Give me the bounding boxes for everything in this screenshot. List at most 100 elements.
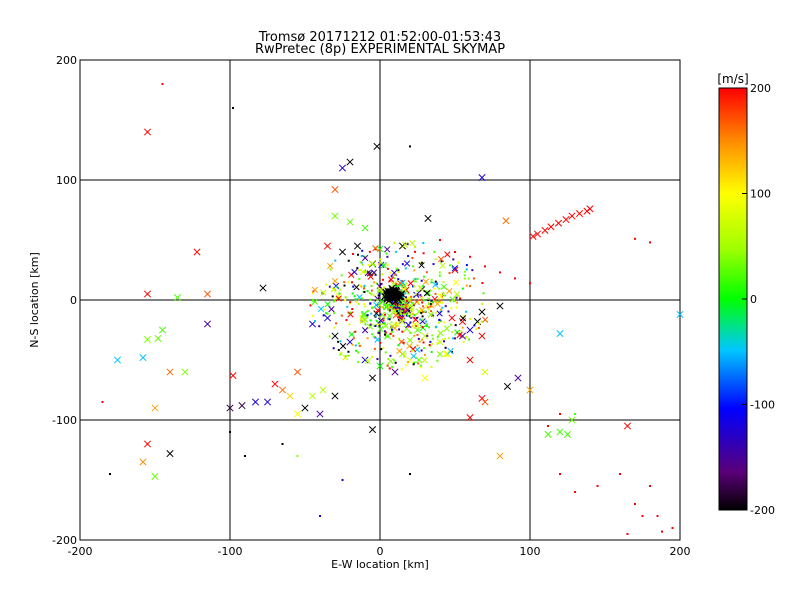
data-point-dot (468, 338, 471, 341)
data-point-dot (407, 292, 410, 295)
data-point-dot (401, 305, 404, 308)
data-point-dot (312, 314, 315, 317)
data-point-cross (556, 330, 564, 338)
data-point-dot (431, 334, 434, 337)
data-point-cross (181, 368, 189, 376)
data-point-cross (562, 216, 570, 224)
data-point-cross (478, 174, 486, 182)
data-point-dot (334, 289, 337, 292)
data-point-dot (385, 335, 388, 338)
data-point-dot (383, 286, 386, 289)
data-point-dot (383, 330, 386, 333)
data-point-dot (412, 278, 415, 281)
data-point-cross (271, 380, 279, 388)
data-point-cross (346, 218, 354, 226)
data-point-dot (394, 312, 397, 315)
data-point-dot (440, 320, 443, 323)
data-point-cross (226, 404, 234, 412)
data-point-cross (293, 368, 302, 376)
data-point-dot (369, 302, 372, 305)
data-point-dot (429, 305, 432, 308)
data-point-dot (424, 310, 427, 313)
data-point-dot (368, 292, 371, 295)
data-point-dot (401, 263, 404, 266)
data-point-dot (319, 515, 321, 517)
data-point-cross (403, 260, 411, 267)
data-point-cross (316, 410, 324, 418)
data-point-dot (389, 304, 392, 307)
data-point-dot (357, 361, 360, 364)
data-point-dot (393, 302, 396, 305)
data-point-dot (442, 291, 445, 294)
data-point-cross (370, 269, 378, 276)
data-point-cross (442, 350, 450, 357)
data-point-dot (326, 312, 329, 315)
data-point-cross (203, 320, 212, 328)
data-point-dot (432, 299, 435, 302)
data-point-dot (433, 250, 436, 253)
data-point-dot (334, 259, 337, 262)
data-point-cross (401, 241, 409, 248)
data-point-cross (373, 142, 381, 150)
data-point-dot (416, 289, 419, 292)
data-point-dot (411, 302, 414, 305)
data-point-cross (323, 242, 332, 250)
data-point-cross (410, 352, 417, 360)
data-point-cross (481, 368, 489, 376)
data-point-dot (404, 309, 407, 312)
data-point-dot (401, 314, 404, 317)
data-point-dot (425, 271, 428, 274)
data-point-dot (395, 250, 398, 253)
data-point-cross (440, 283, 448, 291)
data-point-dot (377, 324, 380, 327)
data-point-dot (389, 332, 392, 335)
data-point-dot (361, 249, 364, 252)
data-point-cross (451, 265, 459, 272)
data-point-dot (371, 333, 374, 336)
y-tick-label: 200 (56, 54, 77, 67)
data-point-dot (393, 309, 396, 312)
data-point-dot (456, 301, 459, 304)
data-point-dot (341, 479, 344, 481)
data-point-cross (338, 164, 347, 172)
data-point-dot (444, 294, 447, 297)
data-point-dot (477, 322, 480, 325)
data-point-cross (378, 261, 385, 269)
data-point-dot (401, 308, 404, 311)
data-point-cross (376, 287, 383, 295)
data-point-cross (466, 326, 474, 334)
data-point-dot (463, 277, 466, 280)
data-point-dot (101, 401, 104, 403)
data-point-dot (376, 358, 379, 361)
data-point-dot (349, 311, 352, 314)
data-point-dot (340, 314, 343, 317)
data-point-dot (352, 285, 355, 288)
data-point-dot (450, 307, 453, 310)
data-point-dot (380, 348, 383, 351)
colorbar-label: [m/s] (717, 72, 748, 86)
data-point-dot (445, 354, 448, 357)
colorbar-tick-label: 100 (750, 188, 771, 201)
data-point-dot (397, 344, 400, 347)
data-point-dot (427, 308, 430, 311)
data-point-cross (361, 327, 369, 334)
data-point-dot (401, 330, 404, 333)
data-point-cross (623, 422, 632, 430)
data-point-dot (347, 354, 350, 357)
data-point-cross (361, 224, 369, 232)
data-point-cross (427, 311, 435, 318)
data-point-dot (412, 280, 415, 283)
data-point-dot (354, 298, 357, 301)
data-point-dot (394, 273, 397, 276)
data-point-cross (391, 325, 398, 332)
data-point-dot (417, 337, 420, 340)
data-point-dot (423, 347, 426, 350)
data-point-dot (379, 341, 382, 344)
data-point-dot (325, 283, 328, 286)
data-point-dot (452, 266, 455, 269)
data-point-dot (343, 284, 346, 287)
data-point-dot (425, 304, 428, 307)
data-point-dot (403, 311, 406, 314)
data-point-dot (427, 326, 430, 329)
data-point-dot (337, 340, 340, 343)
